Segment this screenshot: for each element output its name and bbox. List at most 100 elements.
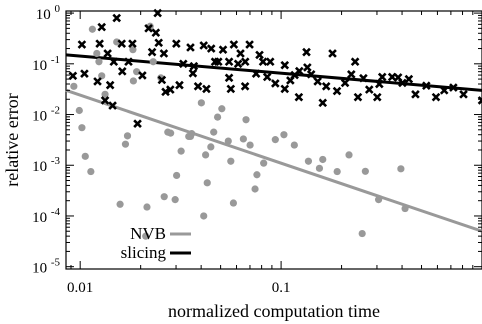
y-tick-exponent: -1 <box>51 54 60 66</box>
slicing-point <box>224 73 234 83</box>
nvb-point <box>210 128 218 136</box>
nvb-point <box>260 159 268 167</box>
slicing-point <box>245 40 254 49</box>
legend-label-nvb: NVB <box>130 224 166 243</box>
slicing-point <box>95 39 104 48</box>
nvb-point <box>401 204 409 213</box>
slicing-point <box>154 38 164 48</box>
slicing-point <box>172 39 181 48</box>
y-tick-label: 10 -4 <box>32 206 60 226</box>
slicing-point <box>193 81 203 91</box>
slicing-point <box>178 59 188 69</box>
nvb-point <box>224 137 232 145</box>
slicing-point <box>68 71 78 81</box>
slicing-point <box>77 40 87 49</box>
slicing-point <box>109 57 119 67</box>
slicing-point <box>439 86 449 95</box>
slicing-point <box>240 81 250 91</box>
slicing-point <box>313 77 323 86</box>
nvb-point <box>304 157 313 165</box>
slicing-point <box>306 70 316 79</box>
slicing-point <box>159 49 169 58</box>
slicing-point <box>350 57 360 67</box>
slicing-point <box>138 71 147 80</box>
nvb-point <box>207 143 215 151</box>
slicing-point <box>340 78 350 88</box>
slicing-point <box>199 41 209 50</box>
slicing-point <box>188 68 198 78</box>
nvb-points <box>70 22 409 240</box>
nvb-point <box>81 152 89 160</box>
y-tick-exponent: 0 <box>55 3 61 15</box>
y-tick-label: 10 0 <box>36 3 61 23</box>
slicing-point <box>332 86 342 96</box>
nvb-point <box>271 136 279 144</box>
nvb-point <box>70 82 78 90</box>
y-tick-label: 10 -5 <box>32 257 60 277</box>
slicing-point <box>124 57 133 67</box>
nvb-point <box>133 68 141 76</box>
nvb-point <box>177 147 185 155</box>
slicing-point <box>251 69 261 78</box>
slicing-point <box>157 75 167 85</box>
slicing-point <box>303 63 312 72</box>
slicing-point <box>93 77 102 86</box>
slicing-point <box>262 72 272 82</box>
nvb-point <box>345 151 353 159</box>
slicing-point <box>431 92 441 102</box>
slicing-point <box>233 59 243 69</box>
fit-lines <box>65 53 482 233</box>
y-tick-base: 10 <box>32 261 51 277</box>
nvb-point <box>142 232 150 240</box>
slicing-point <box>294 92 304 102</box>
slicing-point <box>117 67 127 76</box>
slicing-point <box>213 57 223 67</box>
nvb-point <box>95 58 103 66</box>
nvb-point <box>171 196 179 204</box>
y-tick-label: 10 -1 <box>32 54 60 74</box>
slicing-point <box>161 87 170 97</box>
y-tick-exponent: -4 <box>51 206 61 218</box>
nvb-point <box>188 130 196 138</box>
slicing-point <box>103 49 112 58</box>
y-tick-exponent: -3 <box>51 155 61 167</box>
nvb-point <box>202 151 210 159</box>
nvb-point <box>246 141 254 149</box>
slicing-point <box>100 96 110 105</box>
y-axis-label: relative error <box>2 93 22 186</box>
slicing-point <box>422 81 431 91</box>
slicing-point <box>302 47 311 57</box>
slicing-point <box>175 80 184 90</box>
slicing-point <box>328 49 337 58</box>
slicing-point <box>80 69 89 78</box>
nvb-point <box>116 200 124 208</box>
axis-ticks: 0.01 0.110 010 -110 -210 -310 -410 -5 <box>32 3 482 296</box>
nvb-point <box>251 185 259 193</box>
slicing-point <box>321 81 331 91</box>
y-tick-base: 10 <box>36 7 55 23</box>
nvb-point <box>242 116 250 124</box>
slicing-point <box>153 8 162 18</box>
slicing-point <box>189 61 199 71</box>
nvb-point <box>253 171 261 179</box>
slicing-point <box>202 84 211 94</box>
slicing-point <box>206 44 216 53</box>
nvb-point <box>143 203 151 211</box>
legend-label-slicing: slicing <box>121 243 167 262</box>
fit-line-slicing <box>65 53 482 92</box>
slicing-point <box>294 66 304 76</box>
slicing-point <box>147 47 157 57</box>
slicing-point <box>459 90 468 99</box>
y-tick-base: 10 <box>32 109 51 125</box>
y-tick-base: 10 <box>32 159 51 175</box>
nvb-point <box>315 164 324 172</box>
nvb-point <box>358 229 366 238</box>
y-tick-label: 10 -2 <box>32 105 60 125</box>
slicing-point <box>318 98 328 108</box>
nvb-point <box>197 99 205 107</box>
slicing-point <box>477 96 482 105</box>
nvb-point <box>93 49 101 58</box>
nvb-point <box>218 105 226 113</box>
slicing-point <box>280 84 290 94</box>
